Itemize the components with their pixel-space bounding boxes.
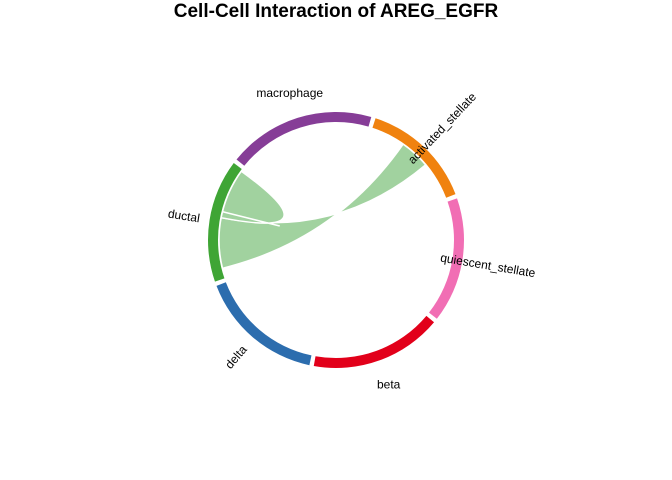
sector-label-ductal: ductal: [167, 206, 201, 225]
sector-label-beta: beta: [377, 378, 401, 392]
sector-quiescent-stellate: [428, 198, 465, 319]
chart-title: Cell-Cell Interaction of AREG_EGFR: [173, 1, 499, 22]
sector-ductal: [207, 162, 242, 282]
sector-label-activated-stellate: activated_stellate: [405, 90, 479, 167]
sector-macrophage: [236, 112, 372, 166]
sector-label-delta: delta: [222, 342, 250, 371]
sector-label-macrophage: macrophage: [256, 86, 323, 100]
sector-beta: [313, 315, 435, 369]
link-ductal-to-ductal: [220, 170, 285, 227]
sectors-layer: [207, 112, 465, 369]
sector-activated-stellate: [372, 118, 456, 198]
sector-delta: [216, 282, 312, 366]
links-layer: [218, 143, 427, 270]
